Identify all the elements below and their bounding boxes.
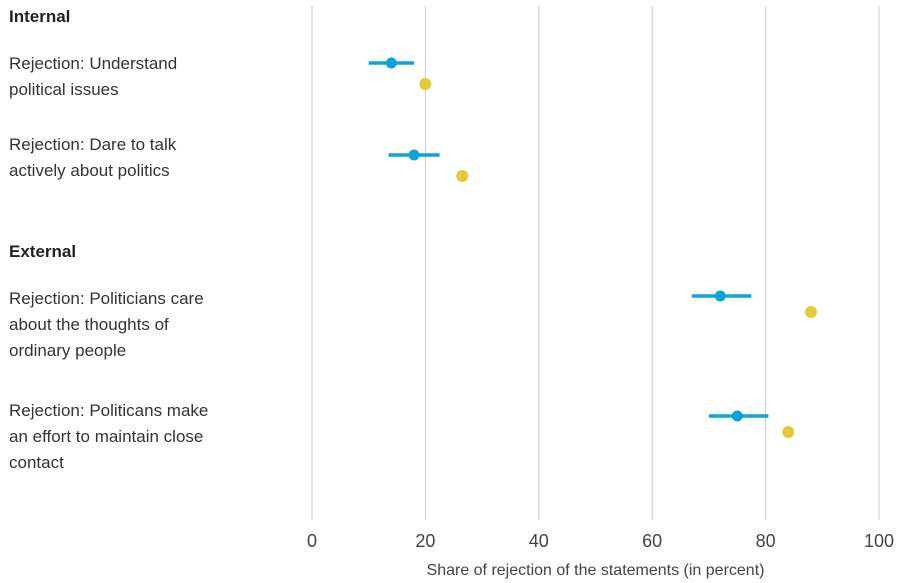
x-tick-label-20: 20 xyxy=(415,531,435,551)
x-tick-label-40: 40 xyxy=(529,531,549,551)
point-blue-1-0 xyxy=(714,290,726,302)
group-heading-external: External xyxy=(9,242,77,261)
point-yellow-1-0 xyxy=(804,306,817,318)
point-yellow-0-1 xyxy=(456,170,469,182)
x-tick-label-0: 0 xyxy=(307,531,317,551)
x-axis-label: Share of rejection of the statements (in… xyxy=(427,562,765,579)
group-heading-internal: Internal xyxy=(9,7,71,26)
point-blue-1-1 xyxy=(731,410,743,422)
x-tick-label-80: 80 xyxy=(756,531,776,551)
point-blue-0-0 xyxy=(385,57,397,69)
x-tick-label-100: 100 xyxy=(864,531,894,551)
row-label-understand-issues: Rejection: Understand political issues xyxy=(9,54,178,99)
point-yellow-1-1 xyxy=(782,426,795,438)
row-label-politicians-contact: Rejection: Politicans make an effort to … xyxy=(9,401,209,472)
x-tick-label-60: 60 xyxy=(642,531,662,551)
row-label-politicians-care: Rejection: Politicians care about the th… xyxy=(9,289,204,360)
point-yellow-0-0 xyxy=(419,78,432,90)
point-blue-0-1 xyxy=(408,149,420,161)
row-label-dare-to-talk: Rejection: Dare to talk actively about p… xyxy=(9,135,177,180)
